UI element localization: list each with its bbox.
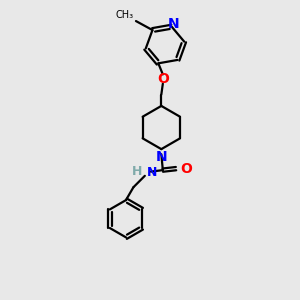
Text: CH₃: CH₃ xyxy=(116,10,134,20)
Text: N: N xyxy=(168,17,179,31)
Text: O: O xyxy=(157,72,169,86)
Text: O: O xyxy=(180,162,192,176)
Text: H: H xyxy=(132,164,142,178)
Text: N: N xyxy=(147,166,158,179)
Text: N: N xyxy=(155,150,167,164)
